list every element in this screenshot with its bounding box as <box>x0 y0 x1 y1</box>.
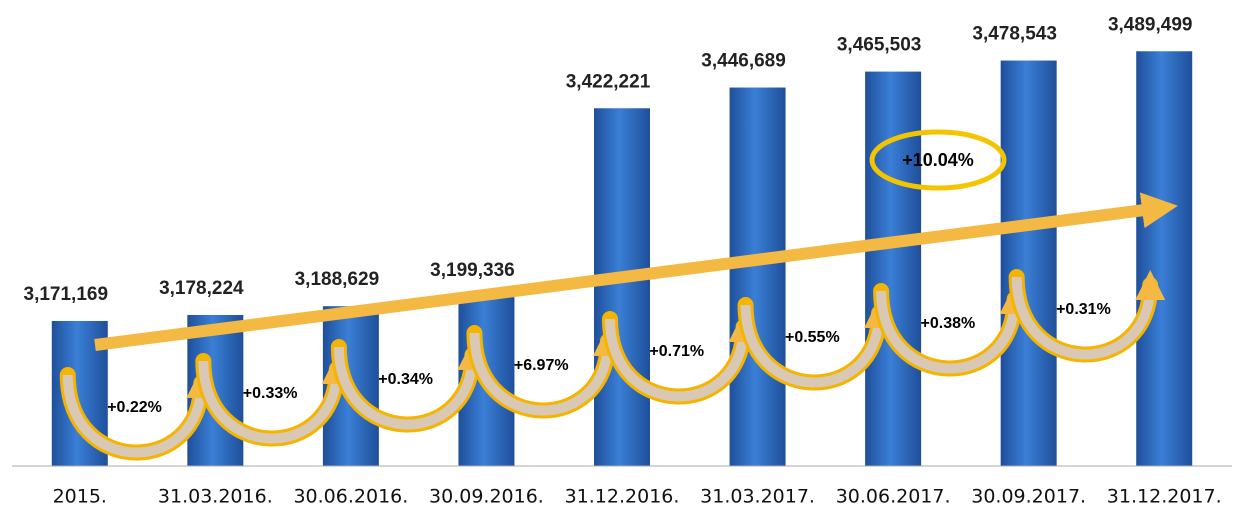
bar <box>730 88 786 466</box>
value-label: 3,478,543 <box>972 24 1057 45</box>
value-label: 3,188,629 <box>295 269 380 290</box>
change-label: +0.31% <box>1056 301 1111 318</box>
x-tick-label: 30.09.2017. <box>971 486 1086 508</box>
bars <box>52 51 1192 466</box>
chart: +10.04% 3,171,169 2015. 3,178,224 31.03.201… <box>0 0 1234 513</box>
bar <box>1001 61 1057 466</box>
change-label: +0.38% <box>921 315 976 332</box>
value-label: 3,422,221 <box>566 71 651 92</box>
value-label: 3,178,224 <box>159 278 244 299</box>
value-label: 3,199,336 <box>430 260 515 281</box>
change-label: +0.22% <box>107 399 162 416</box>
value-label: 3,489,499 <box>1108 14 1193 35</box>
value-label: 3,446,689 <box>701 51 786 72</box>
bar <box>594 108 650 466</box>
change-label: +0.34% <box>378 371 433 388</box>
x-tick-label: 31.12.2016. <box>565 486 680 508</box>
change-label: +0.33% <box>243 385 298 402</box>
bar <box>865 72 921 466</box>
x-tick-label: 30.06.2016. <box>293 486 408 508</box>
value-label: 3,465,503 <box>837 35 922 56</box>
change-label: +0.71% <box>649 343 704 360</box>
change-label: +6.97% <box>514 357 569 374</box>
x-tick-label: 31.03.2017. <box>700 486 815 508</box>
change-label: +0.55% <box>785 329 840 346</box>
total-change: +10.04% <box>902 150 974 170</box>
value-label: 3,171,169 <box>24 284 109 305</box>
x-tick-label: 31.12.2017. <box>1107 486 1222 508</box>
x-tick-label: 2015. <box>53 486 107 508</box>
x-tick-label: 30.09.2016. <box>429 486 544 508</box>
x-tick-label: 30.06.2017. <box>836 486 951 508</box>
bar <box>1136 51 1192 466</box>
x-tick-label: 31.03.2016. <box>158 486 273 508</box>
